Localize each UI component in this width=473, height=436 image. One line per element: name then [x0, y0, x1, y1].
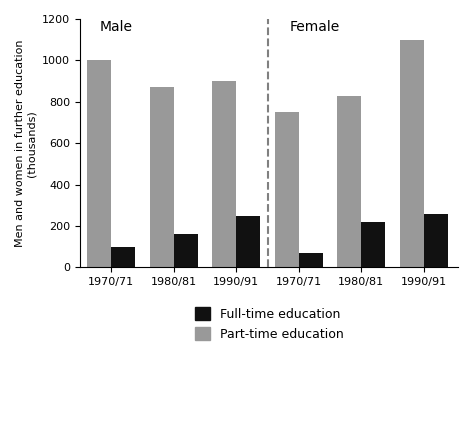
- Bar: [174, 235, 198, 268]
- Text: Female: Female: [290, 20, 340, 34]
- Bar: [111, 247, 135, 268]
- Bar: [424, 214, 448, 268]
- Bar: [150, 87, 174, 268]
- Text: Male: Male: [99, 20, 132, 34]
- Bar: [275, 112, 299, 268]
- Bar: [88, 61, 111, 268]
- Bar: [338, 95, 361, 268]
- Bar: [236, 216, 260, 268]
- Bar: [299, 253, 323, 268]
- Bar: [212, 81, 236, 268]
- Bar: [361, 222, 385, 268]
- Bar: [400, 40, 424, 268]
- Y-axis label: Men and women in further education
(thousands): Men and women in further education (thou…: [15, 40, 36, 247]
- Legend: Full-time education, Part-time education: Full-time education, Part-time education: [194, 307, 343, 341]
